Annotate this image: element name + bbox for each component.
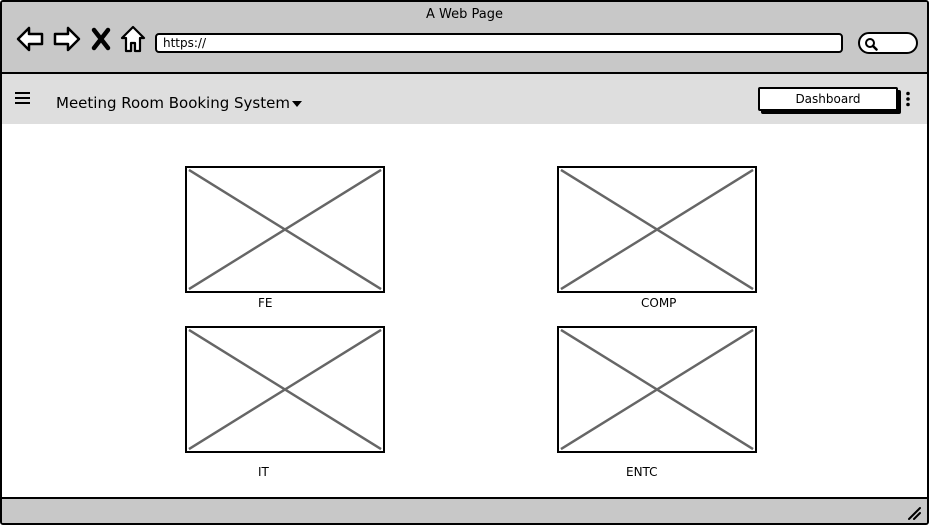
tile-label: COMP — [641, 296, 677, 310]
room-tile-it[interactable]: IT — [185, 326, 385, 479]
kebab-menu-icon[interactable] — [904, 91, 912, 107]
forward-arrow-icon[interactable] — [52, 24, 82, 54]
search-button[interactable] — [858, 32, 918, 54]
image-placeholder — [185, 166, 385, 293]
app-title: Meeting Room Booking System — [56, 94, 290, 112]
resize-grip-icon[interactable] — [907, 506, 921, 520]
tile-label: IT — [258, 465, 269, 479]
room-tile-fe[interactable]: FE — [185, 166, 385, 310]
window-title: A Web Page — [426, 7, 503, 22]
dashboard-button[interactable]: Dashboard — [758, 87, 898, 111]
image-placeholder — [557, 326, 757, 453]
hamburger-menu-icon[interactable] — [14, 91, 32, 105]
search-icon — [865, 38, 878, 51]
back-arrow-icon[interactable] — [15, 24, 45, 54]
address-bar[interactable]: https:// — [155, 33, 843, 53]
home-icon[interactable] — [118, 24, 148, 54]
chevron-down-icon[interactable] — [291, 100, 303, 108]
stop-icon[interactable] — [90, 24, 112, 54]
room-tile-comp[interactable]: COMP — [557, 166, 757, 310]
tile-label: ENTC — [626, 465, 658, 479]
browser-chrome: A Web Page https:// — [2, 2, 927, 74]
image-placeholder — [557, 166, 757, 293]
tile-label: FE — [258, 296, 273, 310]
app-bar: Meeting Room Booking System Dashboard — [2, 74, 927, 124]
room-tile-entc[interactable]: ENTC — [557, 326, 757, 479]
image-placeholder — [185, 326, 385, 453]
status-bar — [2, 497, 927, 523]
